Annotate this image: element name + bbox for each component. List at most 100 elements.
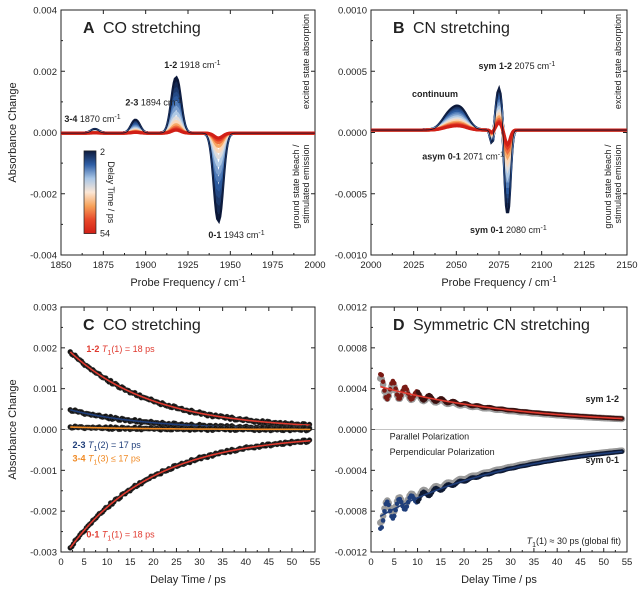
panel-title: CO stretching xyxy=(103,20,201,37)
y-tick-label: -0.002 xyxy=(30,507,57,518)
x-tick-label: 20 xyxy=(148,557,159,568)
fit-note: T1(1) ≈ 30 ps (global fit) xyxy=(527,536,621,549)
annotation-3-4: 3-4 1870 cm-1 xyxy=(64,114,120,124)
fit-line xyxy=(380,385,623,420)
x-axis-label: Probe Frequency / cm-1 xyxy=(130,275,246,289)
y-tick-label: 0.0010 xyxy=(338,6,367,17)
y-axis-label: Absorbance Change xyxy=(7,82,19,182)
parallel-point xyxy=(379,525,385,530)
parallel-point xyxy=(398,393,404,398)
panel-title: CO stretching xyxy=(103,317,201,334)
x-tick-label: 2100 xyxy=(531,260,552,271)
x-tick-label: 2025 xyxy=(403,260,424,271)
colorbar-max-label: 54 xyxy=(100,229,110,239)
x-tick-label: 1975 xyxy=(262,260,283,271)
spectrum-36ps xyxy=(61,123,315,148)
spectrum-10ps xyxy=(61,95,315,192)
x-tick-label: 55 xyxy=(310,557,321,568)
y-tick-label: 0.000 xyxy=(33,128,57,139)
series-sym-0-1 xyxy=(377,447,626,531)
x-tick-label: 30 xyxy=(505,557,516,568)
panel-letter: B xyxy=(393,20,405,37)
x-tick-label: 25 xyxy=(171,557,182,568)
x-tick-label: 2150 xyxy=(616,260,637,271)
panel-title: CN stretching xyxy=(413,20,510,37)
x-tick-label: 10 xyxy=(102,557,113,568)
x-tick-label: 30 xyxy=(194,557,205,568)
colorbar xyxy=(83,150,97,234)
side-label-gsb-2: stimulated emission xyxy=(613,145,623,224)
x-tick-label: 0 xyxy=(58,557,63,568)
parallel-point xyxy=(379,372,385,378)
legend-parallel: Parallel Polarization xyxy=(390,432,470,442)
x-axis-label: Delay Time / ps xyxy=(150,574,226,586)
parallel-point xyxy=(382,388,387,393)
y-tick-label: 0.004 xyxy=(33,6,57,17)
series-label-0-1: 0-1 T1(1) = 18 ps xyxy=(86,530,155,543)
parallel-point xyxy=(404,504,410,509)
y-tick-label: -0.0005 xyxy=(335,189,367,200)
y-tick-label: 0.0004 xyxy=(338,384,367,395)
parallel-point xyxy=(391,513,397,519)
panel-d: 0 5 10 15 20 25 30 35 40 45 50 55 -0.0012 -0.0008 -0.0… xyxy=(335,303,633,587)
y-tick-label: -0.0008 xyxy=(335,507,367,518)
y-tick-label: -0.0010 xyxy=(335,251,367,262)
parallel-point xyxy=(380,379,386,384)
y-tick-label: 0.002 xyxy=(33,343,57,354)
x-tick-label: 2000 xyxy=(360,260,381,271)
series-label-sym-1-2: sym 1-2 xyxy=(585,394,619,404)
parallel-point xyxy=(391,380,397,386)
x-tick-label: 0 xyxy=(368,557,373,568)
colorbar-min-label: 2 xyxy=(100,147,105,157)
x-tick-label: 35 xyxy=(217,557,228,568)
x-tick-label: 1950 xyxy=(220,260,241,271)
x-tick-label: 1850 xyxy=(50,260,71,271)
y-tick-label: -0.004 xyxy=(30,251,57,262)
x-axis-label: Probe Frequency / cm-1 xyxy=(441,275,557,289)
plot-frame xyxy=(370,9,628,256)
x-tick-label: 2125 xyxy=(574,260,595,271)
parallel-point xyxy=(394,392,400,397)
spectrum-outline xyxy=(371,88,627,214)
parallel-point xyxy=(394,501,400,507)
spectrum-54ps xyxy=(371,121,627,148)
fit-line xyxy=(379,450,623,517)
x-tick-label: 45 xyxy=(575,557,586,568)
y-axis-label: Absorbance Change xyxy=(7,379,19,479)
y-tick-label: 0.0008 xyxy=(338,343,367,354)
parallel-point xyxy=(398,499,404,505)
fit-line xyxy=(69,439,311,549)
y-tick-label: 0.000 xyxy=(33,425,57,436)
x-tick-label: 1875 xyxy=(93,260,114,271)
x-tick-label: 25 xyxy=(482,557,493,568)
series-label-3-4: 3-4 T1(3) ≤ 17 ps xyxy=(73,453,141,466)
series-label-2-3: 2-3 T1(2) = 17 ps xyxy=(73,440,142,453)
x-tick-label: 40 xyxy=(240,557,251,568)
panel-b: 2000 2025 2050 2075 2100 2125 2150 -0.0010 -0.00… xyxy=(335,6,638,290)
x-tick-label: 20 xyxy=(459,557,470,568)
x-tick-label: 2000 xyxy=(304,260,325,271)
x-tick-label: 50 xyxy=(287,557,298,568)
parallel-point xyxy=(380,518,386,523)
x-tick-label: 40 xyxy=(552,557,563,568)
x-tick-label: 35 xyxy=(529,557,540,568)
annotation-asym-0-1: asym 0-1 2071 cm-1 xyxy=(422,151,504,161)
y-tick-label: -0.0012 xyxy=(335,548,367,559)
panel-letter: D xyxy=(393,317,405,334)
spectrum-outline xyxy=(61,77,315,222)
y-tick-label: 0.0005 xyxy=(338,67,367,78)
parallel-point xyxy=(382,508,387,514)
annotation-2-3: 2-3 1894 cm-1 xyxy=(125,98,181,108)
series-label-1-2: 1-2 T1(1) = 18 ps xyxy=(86,344,155,357)
spectrum-48ps xyxy=(371,119,627,151)
x-tick-label: 2075 xyxy=(488,260,509,271)
x-tick-label: 15 xyxy=(125,557,136,568)
y-tick-label: 0.0012 xyxy=(338,303,367,314)
fit-line xyxy=(69,351,311,426)
x-tick-label: 2050 xyxy=(446,260,467,271)
x-tick-label: 10 xyxy=(412,557,423,568)
annotation-1-2: 1-2 1918 cm-1 xyxy=(164,60,220,70)
series-3-4 xyxy=(67,423,313,434)
y-tick-label: 0.0000 xyxy=(338,425,367,436)
side-label-esa: excited state absorption xyxy=(613,14,623,109)
